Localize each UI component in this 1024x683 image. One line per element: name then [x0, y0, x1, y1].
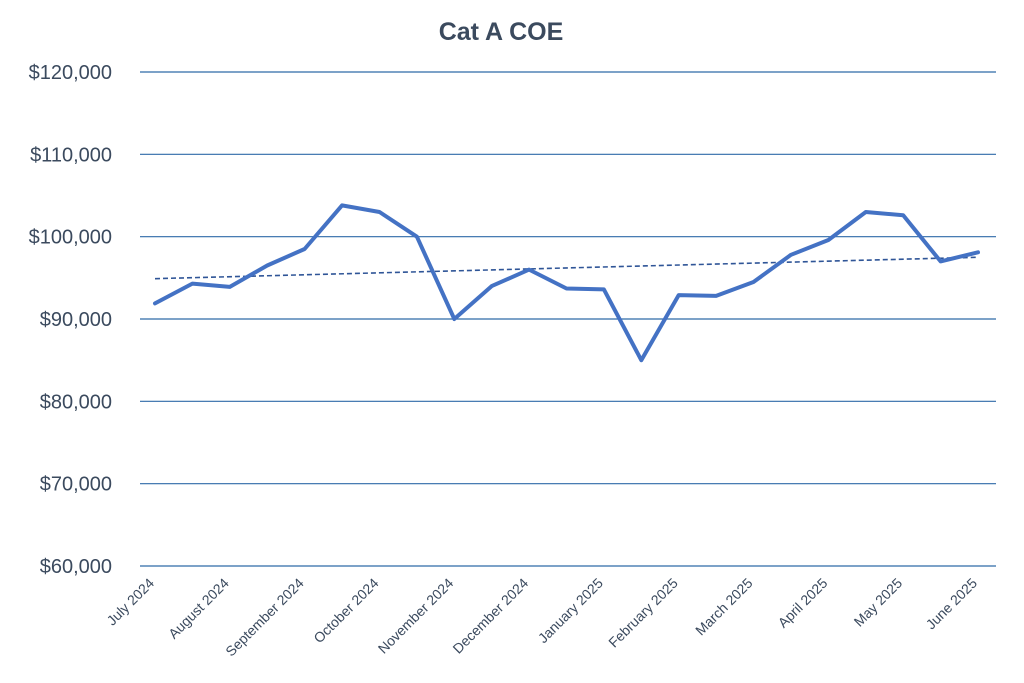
- y-tick-label: $120,000: [29, 62, 112, 84]
- y-axis-tick-labels: $60,000 $70,000 $80,000 $90,000 $100,000 $110…: [29, 62, 112, 578]
- x-tick-label: April 2025: [775, 575, 831, 631]
- x-tick-label: March 2025: [692, 575, 756, 639]
- x-tick-label: October 2024: [310, 575, 381, 646]
- x-tick-label: February 2025: [605, 575, 681, 651]
- x-tick-label: August 2024: [165, 575, 232, 642]
- x-tick-label: September 2024: [222, 575, 307, 660]
- y-tick-label: $100,000: [29, 227, 112, 249]
- x-tick-label: May 2025: [851, 575, 906, 630]
- x-tick-label: December 2024: [449, 575, 531, 657]
- grid-lines: [140, 71, 996, 567]
- chart-title: Cat A COE: [439, 18, 564, 46]
- y-tick-label: $70,000: [40, 474, 112, 496]
- x-tick-label: November 2024: [375, 575, 457, 657]
- y-tick-label: $110,000: [30, 144, 112, 166]
- x-tick-label: July 2024: [103, 575, 157, 629]
- series-line: [153, 203, 980, 363]
- trendline: [154, 256, 979, 280]
- y-tick-label: $90,000: [40, 309, 112, 331]
- trendline-layer: [154, 256, 979, 280]
- series-layer: [153, 203, 980, 363]
- x-tick-label: June 2025: [923, 575, 981, 633]
- x-tick-label: January 2025: [535, 575, 606, 646]
- y-tick-label: $60,000: [40, 556, 112, 578]
- y-tick-label: $80,000: [40, 391, 112, 413]
